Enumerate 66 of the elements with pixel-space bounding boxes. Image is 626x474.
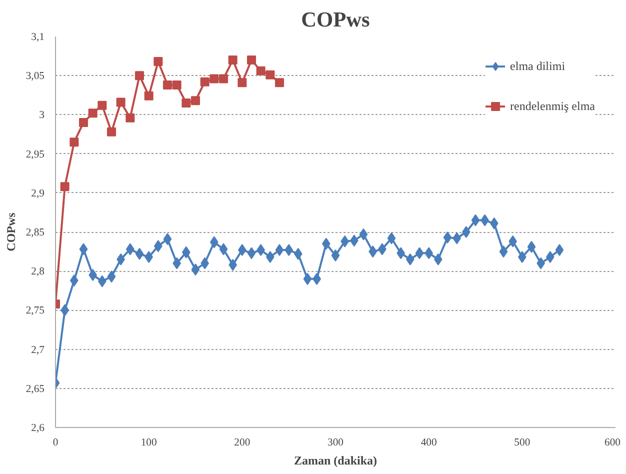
x-tick-label: 200 [234,438,250,448]
y-tick-label: 2,75 [26,306,45,317]
x-tick-label: 300 [328,438,344,448]
point [462,226,470,238]
y-axis-title: COPws [4,212,18,252]
point [471,214,480,226]
x-axis-title: Zaman (dakika) [294,454,378,468]
point [154,57,163,66]
point [266,70,275,80]
point [499,246,508,258]
legend-label: rendelenmiş elma [510,98,595,114]
point [247,55,256,64]
point [126,113,135,122]
point [200,77,210,86]
chart-title: COPws [301,8,370,32]
point [79,118,88,128]
point [228,55,238,64]
point [135,248,144,260]
point [144,91,154,100]
y-tick-label: 2,8 [31,266,45,278]
x-tick-label: 0 [52,438,58,448]
point [79,243,88,256]
point [191,264,200,276]
point [238,78,247,88]
point [172,80,182,90]
point [555,244,564,256]
point [107,270,116,283]
x-tick-label: 100 [140,438,157,448]
point [116,98,126,107]
y-tick-label: 2,95 [26,149,45,160]
point [135,71,144,80]
y-tick-label: 2,6 [31,423,46,434]
y-tick-label: 2,85 [26,228,45,238]
y-tick-label: 2,7 [31,344,46,356]
point [210,74,219,84]
y-tick-label: 3,05 [26,71,45,82]
point [527,240,536,253]
point [443,231,452,244]
point [88,108,98,118]
y-tick-label: 3 [39,110,44,122]
point [247,247,256,260]
point [256,66,266,76]
point [219,74,228,84]
y-tick-label: 2,65 [26,384,45,395]
point [275,244,284,256]
point [163,80,172,90]
point [107,127,116,136]
y-tick-label: 2,9 [31,188,45,200]
point [163,233,172,246]
point [331,249,340,262]
y-tick-label: 3,1 [31,32,45,43]
x-tick-label: 400 [420,438,437,448]
point [359,228,368,240]
x-tick-label: 500 [514,438,530,448]
point [219,243,228,256]
point [415,247,424,260]
point [70,138,79,147]
legend-label: elma dilimi [510,58,566,74]
x-tick-label: 600 [604,438,620,448]
point [60,182,70,192]
point [275,78,284,88]
point [98,100,107,110]
point [191,96,200,106]
point [387,232,396,244]
point [182,98,191,108]
point [303,272,312,285]
